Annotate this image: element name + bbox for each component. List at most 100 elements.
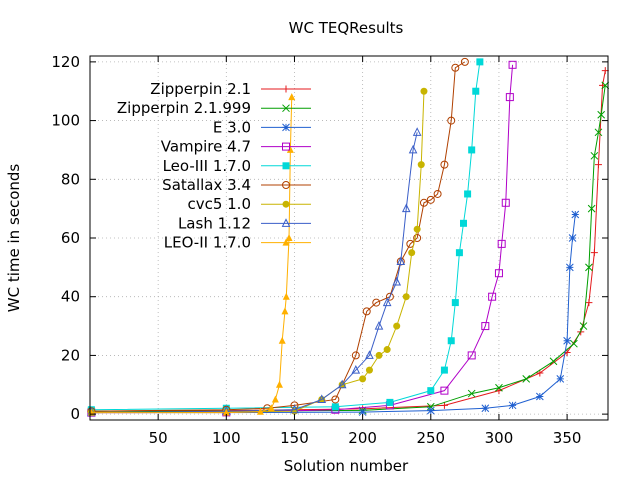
legend-entry-7: cvc5 1.0 [187, 195, 311, 213]
series-7 [87, 87, 428, 417]
legend-label: Leo-III 1.7.0 [163, 157, 251, 175]
data-point [468, 146, 476, 154]
data-point [401, 203, 411, 213]
data-point [396, 256, 406, 265]
legend-marker [282, 162, 290, 170]
data-point [497, 239, 506, 248]
data-point [385, 292, 394, 301]
legend-marker [281, 218, 291, 227]
data-point [408, 144, 418, 154]
grid [90, 56, 608, 420]
legend-marker [282, 238, 290, 246]
data-point [535, 392, 544, 401]
data-point [563, 336, 571, 345]
legend-entry-1: Zipperpin 2.1 [150, 80, 311, 98]
data-point [440, 366, 448, 374]
data-point [288, 93, 296, 101]
x-tick-label: 350 [553, 429, 582, 447]
legend-label: cvc5 1.0 [187, 195, 251, 213]
legend-label: Satallax 3.4 [162, 176, 251, 194]
data-point [271, 395, 279, 403]
data-point [282, 292, 290, 300]
data-point [285, 234, 293, 241]
series-8 [87, 127, 422, 417]
data-point [365, 350, 374, 359]
data-point [386, 398, 394, 406]
x-tick-label: 100 [212, 429, 241, 447]
data-point [570, 339, 578, 348]
legend-label: Zipperpin 2.1 [150, 80, 251, 98]
data-point [508, 401, 517, 410]
data-point [488, 292, 497, 301]
data-point [536, 369, 544, 377]
data-point [505, 93, 514, 102]
legend-marker [282, 85, 290, 93]
series-line [91, 214, 576, 414]
data-point [420, 87, 428, 95]
y-tick-label: 0 [70, 405, 80, 423]
data-point [413, 234, 422, 242]
data-point [351, 364, 361, 374]
x-tick-label: 150 [280, 429, 309, 447]
data-point [481, 404, 490, 413]
data-point [467, 351, 476, 360]
data-point [417, 161, 425, 169]
data-point [426, 195, 435, 204]
data-point [426, 406, 435, 415]
x-tick-label: 50 [149, 429, 168, 447]
data-point [594, 128, 603, 137]
data-point [440, 386, 449, 395]
data-point [256, 407, 264, 415]
data-point [426, 402, 435, 411]
legend-entry-6: Satallax 3.4 [162, 176, 311, 194]
data-point [275, 380, 283, 388]
legend-label: LEO-II 1.7.0 [164, 234, 251, 252]
data-point [481, 322, 490, 331]
data-point [460, 219, 468, 227]
legend-marker [282, 123, 290, 132]
data-point [455, 249, 463, 257]
chart-title: WC TEQResults [289, 19, 404, 37]
legend-marker [282, 181, 290, 189]
data-point [508, 60, 517, 69]
series-line [91, 91, 425, 414]
data-point [501, 198, 510, 207]
data-point [362, 307, 371, 316]
legend-label: Zipperpin 2.1.999 [117, 99, 251, 117]
y-tick-label: 20 [61, 346, 80, 364]
data-point [495, 383, 503, 392]
data-point [427, 387, 435, 395]
legend-marker [282, 142, 290, 151]
series-line [91, 132, 418, 414]
data-point [383, 346, 391, 354]
data-point [571, 210, 580, 219]
data-point [267, 404, 275, 412]
series-line [91, 61, 481, 411]
data-point [460, 57, 469, 66]
data-point [374, 320, 384, 330]
series-2 [87, 81, 610, 416]
data-point [317, 394, 327, 403]
data-point [585, 299, 593, 307]
data-point [408, 249, 416, 257]
legend-entry-2: Zipperpin 2.1.999 [117, 99, 311, 117]
data-point [372, 298, 381, 307]
data-point [585, 263, 593, 272]
x-tick-label: 300 [485, 429, 514, 447]
legend-marker [282, 200, 290, 208]
data-point [413, 225, 421, 233]
data-point [359, 375, 367, 383]
data-point [393, 322, 401, 330]
data-point [358, 408, 367, 416]
data-point [451, 63, 460, 72]
series-line [91, 85, 606, 412]
legend-label: Lash 1.12 [178, 214, 251, 232]
data-point [286, 145, 294, 153]
data-point [447, 337, 455, 345]
x-tick-label: 250 [416, 429, 445, 447]
legend-entry-3: E 3.0 [213, 118, 311, 136]
data-point [440, 401, 448, 409]
data-point [402, 293, 410, 301]
data-point [412, 127, 422, 136]
